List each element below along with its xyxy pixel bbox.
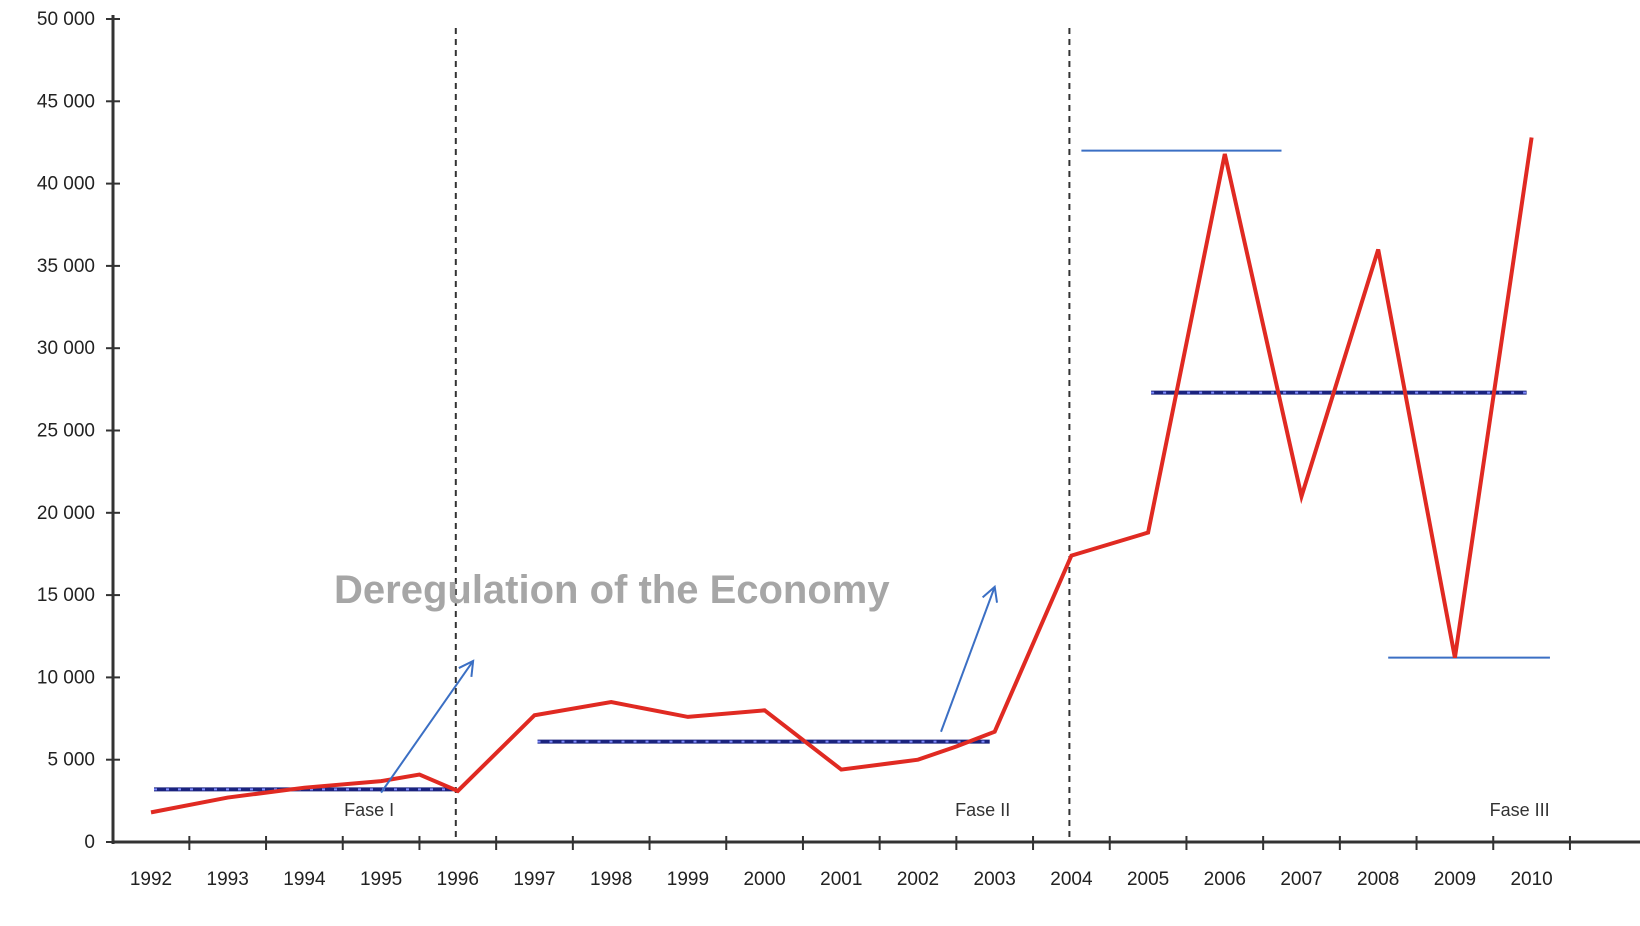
x-tick-label: 2004 xyxy=(1050,869,1093,890)
y-tick-label: 25 000 xyxy=(37,421,95,442)
annotation-deregulation: Deregulation of the Economy xyxy=(334,568,890,612)
x-tick-label: 1998 xyxy=(590,869,632,890)
y-tick-label: 50 000 xyxy=(37,9,95,30)
x-tick-label: 1994 xyxy=(283,869,326,890)
y-axis: 0 5 000 10 000 15 000 20 000 25 000 30 000 35 0… xyxy=(37,9,120,853)
x-tick-label: 2008 xyxy=(1357,869,1399,890)
y-tick-label: 10 000 xyxy=(37,667,95,688)
y-tick-label: 40 000 xyxy=(37,174,95,195)
y-tick-label: 0 xyxy=(84,832,95,853)
phase-label: Fase III xyxy=(1490,800,1550,820)
x-tick-label: 2003 xyxy=(974,869,1016,890)
x-tick-label: 1996 xyxy=(437,869,479,890)
range-lines xyxy=(1081,149,1550,659)
y-tick-label: 15 000 xyxy=(37,585,95,606)
phase-labels: Fase I Fase II Fase III xyxy=(344,800,1550,820)
x-tick-label: 2010 xyxy=(1510,869,1552,890)
x-tick-label: 2007 xyxy=(1280,869,1322,890)
x-tick-label: 1993 xyxy=(207,869,249,890)
x-tick-label: 2006 xyxy=(1204,869,1246,890)
phase-label: Fase II xyxy=(955,800,1010,820)
series-polyline xyxy=(150,137,1534,815)
x-tick-label: 1999 xyxy=(667,869,709,890)
y-tick-label: 5 000 xyxy=(47,750,95,771)
y-tick-label: 35 000 xyxy=(37,256,95,277)
x-tick-label: 1997 xyxy=(513,869,555,890)
y-tick-label: 45 000 xyxy=(37,91,95,112)
y-tick-label: 30 000 xyxy=(37,338,95,359)
x-tick-label: 2000 xyxy=(743,869,785,890)
arrow-head xyxy=(458,659,475,677)
y-tick-label: 20 000 xyxy=(37,503,95,524)
arrow-shaft xyxy=(380,660,474,794)
arrow-shaft xyxy=(940,586,996,733)
x-tick-label: 1992 xyxy=(130,869,172,890)
x-tick-label: 2005 xyxy=(1127,869,1169,890)
arrows xyxy=(380,584,999,794)
phase-average-lines xyxy=(154,390,1527,792)
arrow-head xyxy=(981,584,999,603)
x-tick-label: 2009 xyxy=(1434,869,1476,890)
series-line xyxy=(150,137,1534,815)
x-tick-label: 2001 xyxy=(820,869,862,890)
x-tick-label: 2002 xyxy=(897,869,939,890)
phase-label: Fase I xyxy=(344,800,394,820)
x-axis: 1992 1993 1994 1995 1996 1997 1998 1999 2000 2001… xyxy=(113,836,1640,890)
phase-dividers xyxy=(454,28,1071,842)
x-tick-label: 1995 xyxy=(360,869,402,890)
